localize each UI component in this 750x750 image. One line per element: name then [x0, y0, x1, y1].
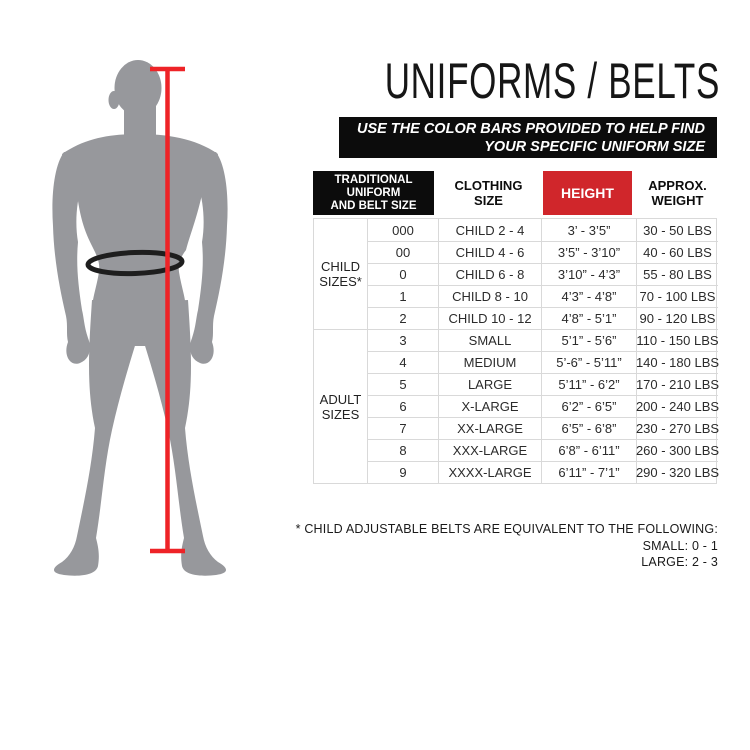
cell-clothing: SMALL: [438, 329, 541, 351]
cell-weight: 90 - 120 LBS: [636, 307, 718, 329]
header-clothing-size: CLOTHING SIZE: [440, 171, 537, 215]
size-table-body: CHILD SIZES* 000 CHILD 2 - 4 3’ - 3’5” 30 - …: [313, 218, 719, 484]
cell-clothing: CHILD 10 - 12: [438, 307, 541, 329]
cell-size: 0: [368, 263, 438, 285]
footnote-line-1: * CHILD ADJUSTABLE BELTS ARE EQUIVALENT …: [295, 522, 718, 536]
cell-size: 1: [368, 285, 438, 307]
figure-torso: [62, 134, 218, 346]
cell-size: 000: [392, 222, 414, 238]
cell-weight: 30 - 50 LBS: [636, 219, 718, 241]
cell-height: 5’-6” - 5’11”: [541, 351, 636, 373]
measurement-figure: [40, 54, 240, 586]
cell-clothing: XXXX-LARGE: [438, 461, 541, 483]
cell-size: 2: [368, 307, 438, 329]
cell-height: 5’1” - 5’6”: [541, 329, 636, 351]
cell-weight: 110 - 150 LBS: [636, 329, 719, 351]
height-measure-line: [150, 66, 185, 554]
header-height: HEIGHT: [543, 171, 632, 215]
cell-size: 6: [368, 395, 438, 417]
size-table: TRADITIONAL UNIFORM AND BELT SIZE CLOTHI…: [313, 171, 719, 484]
human-silhouette-svg: [52, 60, 228, 576]
header-approx-weight: APPROX. WEIGHT: [638, 171, 717, 215]
cell-weight: 70 - 100 LBS: [636, 285, 718, 307]
cell-clothing: MEDIUM: [438, 351, 541, 373]
cell-weight: 40 - 60 LBS: [636, 241, 718, 263]
figure-ear: [108, 91, 120, 109]
cell-size: 9: [368, 461, 438, 483]
cell-weight: 140 - 180 LBS: [636, 351, 719, 373]
figure-leg-left: [53, 300, 138, 576]
cell-weight: 290 - 320 LBS: [636, 461, 719, 483]
footnote-line-2: SMALL: 0 - 1: [642, 538, 718, 553]
figure-leg-right: [142, 300, 227, 576]
waist-measure-ring: [85, 249, 185, 277]
cell-size: 5: [368, 373, 438, 395]
cell-height: 3’10” - 4’3”: [541, 263, 636, 285]
cell-clothing: CHILD 6 - 8: [438, 263, 541, 285]
cell-weight: 170 - 210 LBS: [636, 373, 719, 395]
cell-size: 00: [368, 241, 438, 263]
human-silhouette: [52, 60, 228, 576]
instruction-banner: USE THE COLOR BARS PROVIDED TO HELP FIND…: [339, 117, 717, 158]
cell-weight: 230 - 270 LBS: [636, 417, 719, 439]
cell-height: 3’5” - 3’10”: [541, 241, 636, 263]
cell-clothing: XXX-LARGE: [438, 439, 541, 461]
cell-clothing: LARGE: [438, 373, 541, 395]
cell-clothing: CHILD 8 - 10: [438, 285, 541, 307]
cell-weight: 200 - 240 LBS: [636, 395, 719, 417]
footnote: * CHILD ADJUSTABLE BELTS ARE EQUIVALENT …: [296, 521, 718, 571]
header-traditional-uniform-belt-size: TRADITIONAL UNIFORM AND BELT SIZE: [313, 171, 434, 215]
cell-height: 6’5” - 6’8”: [541, 417, 636, 439]
size-table-header: TRADITIONAL UNIFORM AND BELT SIZE CLOTHI…: [313, 171, 717, 215]
size-group-label: ADULT SIZES: [314, 329, 368, 483]
cell-height: 5’11” - 6’2”: [541, 373, 636, 395]
cell-size: 3: [368, 329, 438, 351]
cell-clothing: X-LARGE: [438, 395, 541, 417]
figure-neck: [124, 98, 156, 146]
cell-height: 6’8” - 6’11”: [541, 439, 636, 461]
cell-size: 7: [368, 417, 438, 439]
cell-height: 6’2” - 6’5”: [541, 395, 636, 417]
cell-clothing: CHILD 4 - 6: [438, 241, 541, 263]
instruction-line-1: USE THE COLOR BARS PROVIDED TO HELP FIND: [356, 120, 705, 137]
cell-weight: 260 - 300 LBS: [636, 439, 719, 461]
page-title: UNIFORMS / BELTS: [384, 53, 720, 109]
cell-weight: 55 - 80 LBS: [636, 263, 718, 285]
footnote-line-3: LARGE: 2 - 3: [641, 555, 718, 569]
cell-clothing: XX-LARGE: [438, 417, 541, 439]
size-group-label: CHILD SIZES*: [314, 219, 368, 329]
cell-clothing: CHILD 2 - 4: [438, 219, 541, 241]
cell-size: 4: [368, 351, 438, 373]
cell-height: 4’8” - 5’1”: [541, 307, 636, 329]
cell-height: 6’11” - 7’1”: [541, 461, 636, 483]
instruction-line-2: YOUR SPECIFIC UNIFORM SIZE: [484, 139, 705, 155]
figure-arm-right: [188, 152, 228, 364]
cell-size: 8: [368, 439, 438, 461]
figure-arm-left: [52, 152, 92, 364]
cell-height: 3’ - 3’5”: [541, 219, 636, 241]
cell-height: 4’3” - 4’8”: [541, 285, 636, 307]
